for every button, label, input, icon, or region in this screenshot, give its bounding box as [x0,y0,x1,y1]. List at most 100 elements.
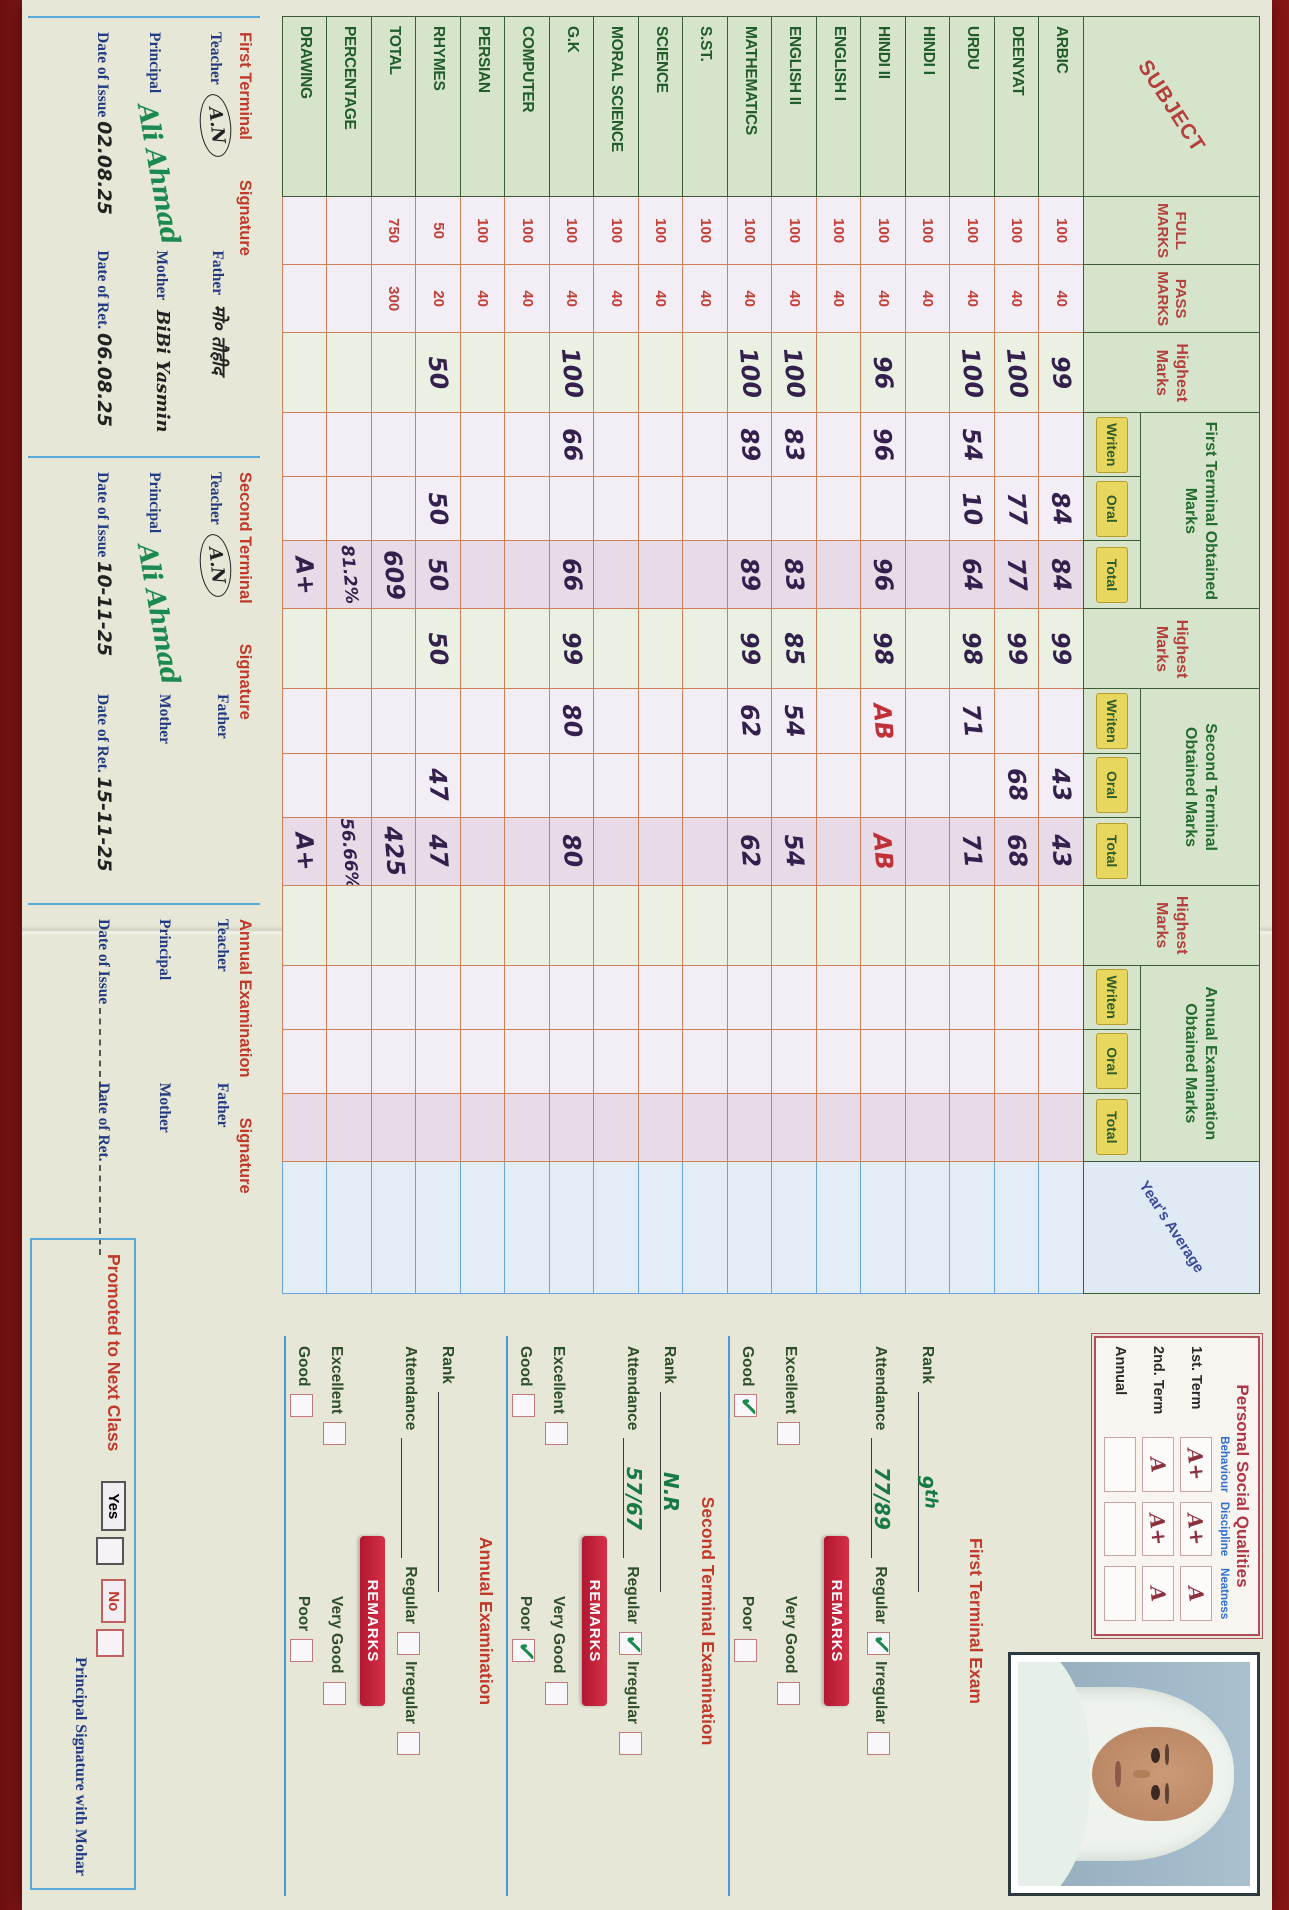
handwritten-mark: AB [867,831,899,871]
mark-cell-st_h: 99 [549,608,594,689]
mark-cell-an_t [994,1093,1039,1162]
mark-cell-avg [950,1161,995,1294]
mark-cell-an_o [549,1029,594,1094]
sig-value-teacher: A.N [196,532,235,599]
handwritten-mark: 66 [556,426,588,463]
mark-cell-st_w [327,688,372,754]
mark-cell-full: 100 [505,196,550,265]
promoted-no-label: No [101,1579,126,1624]
mark-cell-ft_t [594,540,639,609]
mark-cell-st_w [905,688,950,754]
mark-cell-st_o [816,753,861,818]
pass-marks-header: PASS MARKS [1083,264,1260,333]
handwritten-mark: 85 [778,631,810,667]
exam-section-3: Annual Examination Rank Attendance Regular… [284,1336,506,1896]
mark-cell-an_h [772,885,817,966]
handwritten-mark: 71 [956,833,988,869]
mark-cell-ft_w [638,412,683,477]
sub-column-header: Writen [1083,965,1141,1030]
subject-header-label: SUBJECT [1133,55,1211,157]
mark-cell-an_o [327,1029,372,1094]
mark-cell-st_t [816,817,861,886]
signature-block-title: Second Terminal [236,472,254,604]
mark-cell-an_w [549,965,594,1030]
mark-cell-st_t: 68 [994,817,1039,886]
handwritten-mark: 609 [377,548,410,602]
sig-field-father: Father मो० तौहीद [208,250,229,375]
principal-mohar-label: Principal Signature with Mohar [72,1657,89,1876]
years-average-header-cell: Year's Average [1083,1161,1260,1294]
subject-row: HINDI I 100 40 [905,16,950,1294]
promoted-title: Promoted to Next Class [104,1254,124,1452]
regular-checkbox-checked [867,1632,890,1656]
handwritten-mark: 100 [733,346,766,399]
mark-cell-an_t [594,1093,639,1162]
sig-value-mother: BiBi Yasmin [152,309,173,433]
very-good-checkbox [777,1681,800,1705]
mark-cell-an_o [594,1029,639,1094]
mark-cell-st_h: 85 [772,608,817,689]
mark-cell-an_h [638,885,683,966]
mark-cell-st_o [905,753,950,818]
mark-cell-st_o: 68 [994,753,1039,818]
quality-grade-box: A [1180,1566,1212,1621]
quality-grade-box: A+ [1142,1501,1174,1557]
mark-cell-st_w [416,688,461,754]
sig-value-father: मो० तौहीद [208,304,229,375]
mark-cell-st_h [683,608,728,689]
mark-cell-avg [994,1161,1039,1294]
mark-cell-ft_h: 100 [727,332,772,413]
mark-cell-st_t: A+ [282,817,327,886]
exam-section-title: First Terminal Exam [966,1538,986,1704]
attendance-line [401,1438,424,1559]
sig-field-mother: Mother [156,694,173,744]
mark-cell-avg [594,1161,639,1294]
poor-checkbox [734,1639,757,1663]
mark-cell-pass: 300 [371,264,416,333]
mark-cell-st_h [505,608,550,689]
mark-cell-an_t [905,1093,950,1162]
marks-table: SUBJECT FULL MARKS PASS MARKS Highest Ma… [282,16,1260,1294]
mark-cell-st_h [905,608,950,689]
excellent-checkbox [545,1422,568,1446]
mark-cell-an_w [416,965,461,1030]
sig-field-principal: Principal Ali Ahmad [130,32,186,247]
sig-value-teacher: A.N [196,92,235,159]
mark-cell-ft_h: 100 [994,332,1039,413]
mark-cell-st_h [371,608,416,689]
excellent-checkbox [323,1422,346,1446]
sig-value-date_ret: 06.08.25 [93,333,115,427]
handwritten-mark: 84 [1045,490,1077,527]
right-column: Personal Social Qualities Behaviour Disci… [284,1330,1262,1896]
attendance-row: Attendance Regular Irregular [397,1346,424,1896]
remarks-banner: REMARKS [360,1536,385,1706]
mark-cell-st_w [816,688,861,754]
mark-cell-an_o [416,1029,461,1094]
handwritten-mark: 425 [377,824,410,878]
quality-grade-box: A [1142,1437,1174,1492]
mark-cell-st_h: 50 [416,608,461,689]
mark-cell-full: 100 [861,196,906,265]
mark-cell-st_w [282,688,327,754]
mark-cell-full: 100 [772,196,817,265]
subject-row: PERCENTAGE 81.2% 56.66% [327,16,372,1294]
mark-cell-full: 100 [1039,196,1084,265]
mark-cell-st_w: 62 [727,688,772,754]
mark-cell-an_h [1039,885,1084,966]
handwritten-mark: 71 [956,703,988,739]
mark-cell-an_h [683,885,728,966]
mark-cell-an_h [327,885,372,966]
mark-cell-ft_o [549,476,594,541]
mark-cell-an_h [549,885,594,966]
mark-cell-ft_w [505,412,550,477]
sig-value-date_issue: 02.08.25 [93,121,115,215]
handwritten-mark: 99 [1045,631,1077,667]
mark-cell-st_w: 80 [549,688,594,754]
mark-cell-ft_o [594,476,639,541]
subject-row: DRAWING A+ A+ [282,16,327,1294]
signature-block-2: Second Terminal Signature Teacher A.N Fathe… [28,456,260,903]
handwritten-mark: 62 [734,833,766,869]
mark-cell-an_w [594,965,639,1030]
handwritten-mark: 98 [956,631,988,667]
